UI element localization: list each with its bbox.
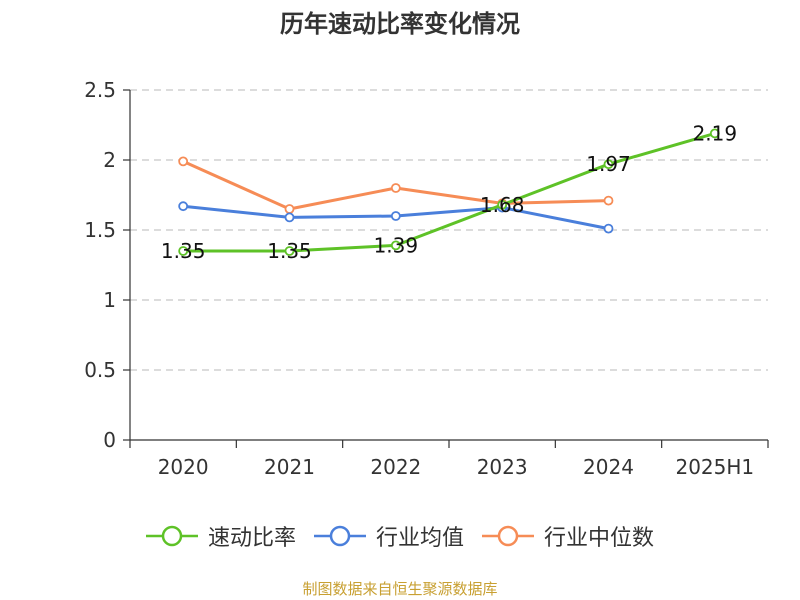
legend-item-industry-median[interactable]: 行业中位数: [482, 520, 654, 552]
y-tick-label: 1.5: [84, 218, 116, 242]
data-label: 1.68: [480, 193, 525, 217]
data-label: 2.19: [693, 121, 738, 145]
chart-title: 历年速动比率变化情况: [280, 10, 520, 38]
source-note: 制图数据来自恒生聚源数据库: [302, 580, 498, 598]
data-point: [603, 223, 614, 234]
data-label: 1.35: [161, 239, 206, 263]
x-tick-label: 2022: [370, 455, 421, 479]
data-point: [390, 240, 401, 251]
legend-swatch-industry-mean: [313, 525, 366, 547]
x-tick-label: 2021: [264, 455, 315, 479]
data-point: [178, 201, 189, 212]
legend-swatch-industry-median: [482, 525, 534, 547]
legend-item-industry-mean[interactable]: 行业均值: [313, 520, 464, 552]
y-tick-label: 2: [103, 148, 116, 172]
legend-item-quick-ratio[interactable]: 速动比率: [145, 520, 296, 552]
data-point: [603, 159, 614, 170]
legend-swatch-quick-ratio: [145, 525, 198, 547]
data-point: [178, 156, 189, 167]
x-tick-label: 2023: [477, 455, 528, 479]
data-point: [178, 246, 189, 256]
data-point: [390, 183, 401, 193]
data-label: 1.39: [374, 233, 419, 257]
y-tick-label: 2.5: [84, 78, 116, 102]
y-tick-label: 1: [103, 288, 116, 312]
legend: 速动比率 行业均值 行业中位数: [0, 520, 800, 552]
data-point: [709, 128, 720, 139]
data-point: [284, 204, 295, 214]
x-tick-label: 2024: [583, 455, 634, 479]
x-tick-label: 2025H1: [675, 455, 754, 479]
series-line: [183, 131, 716, 253]
legend-label-quick-ratio: 速动比率: [207, 526, 296, 551]
y-tick-label: 0.5: [84, 358, 116, 382]
legend-label-industry-mean: 行业均值: [375, 526, 464, 551]
legend-label-industry-median: 行业中位数: [544, 526, 655, 551]
data-point: [603, 195, 614, 206]
data-label: 1.35: [267, 239, 312, 263]
data-label: 1.97: [586, 152, 631, 176]
data-point: [390, 211, 401, 221]
data-point: [284, 246, 295, 256]
data-point: [497, 199, 508, 210]
x-tick-label: 2020: [158, 455, 209, 479]
y-tick-label: 0: [103, 428, 116, 452]
data-point: [284, 212, 295, 223]
